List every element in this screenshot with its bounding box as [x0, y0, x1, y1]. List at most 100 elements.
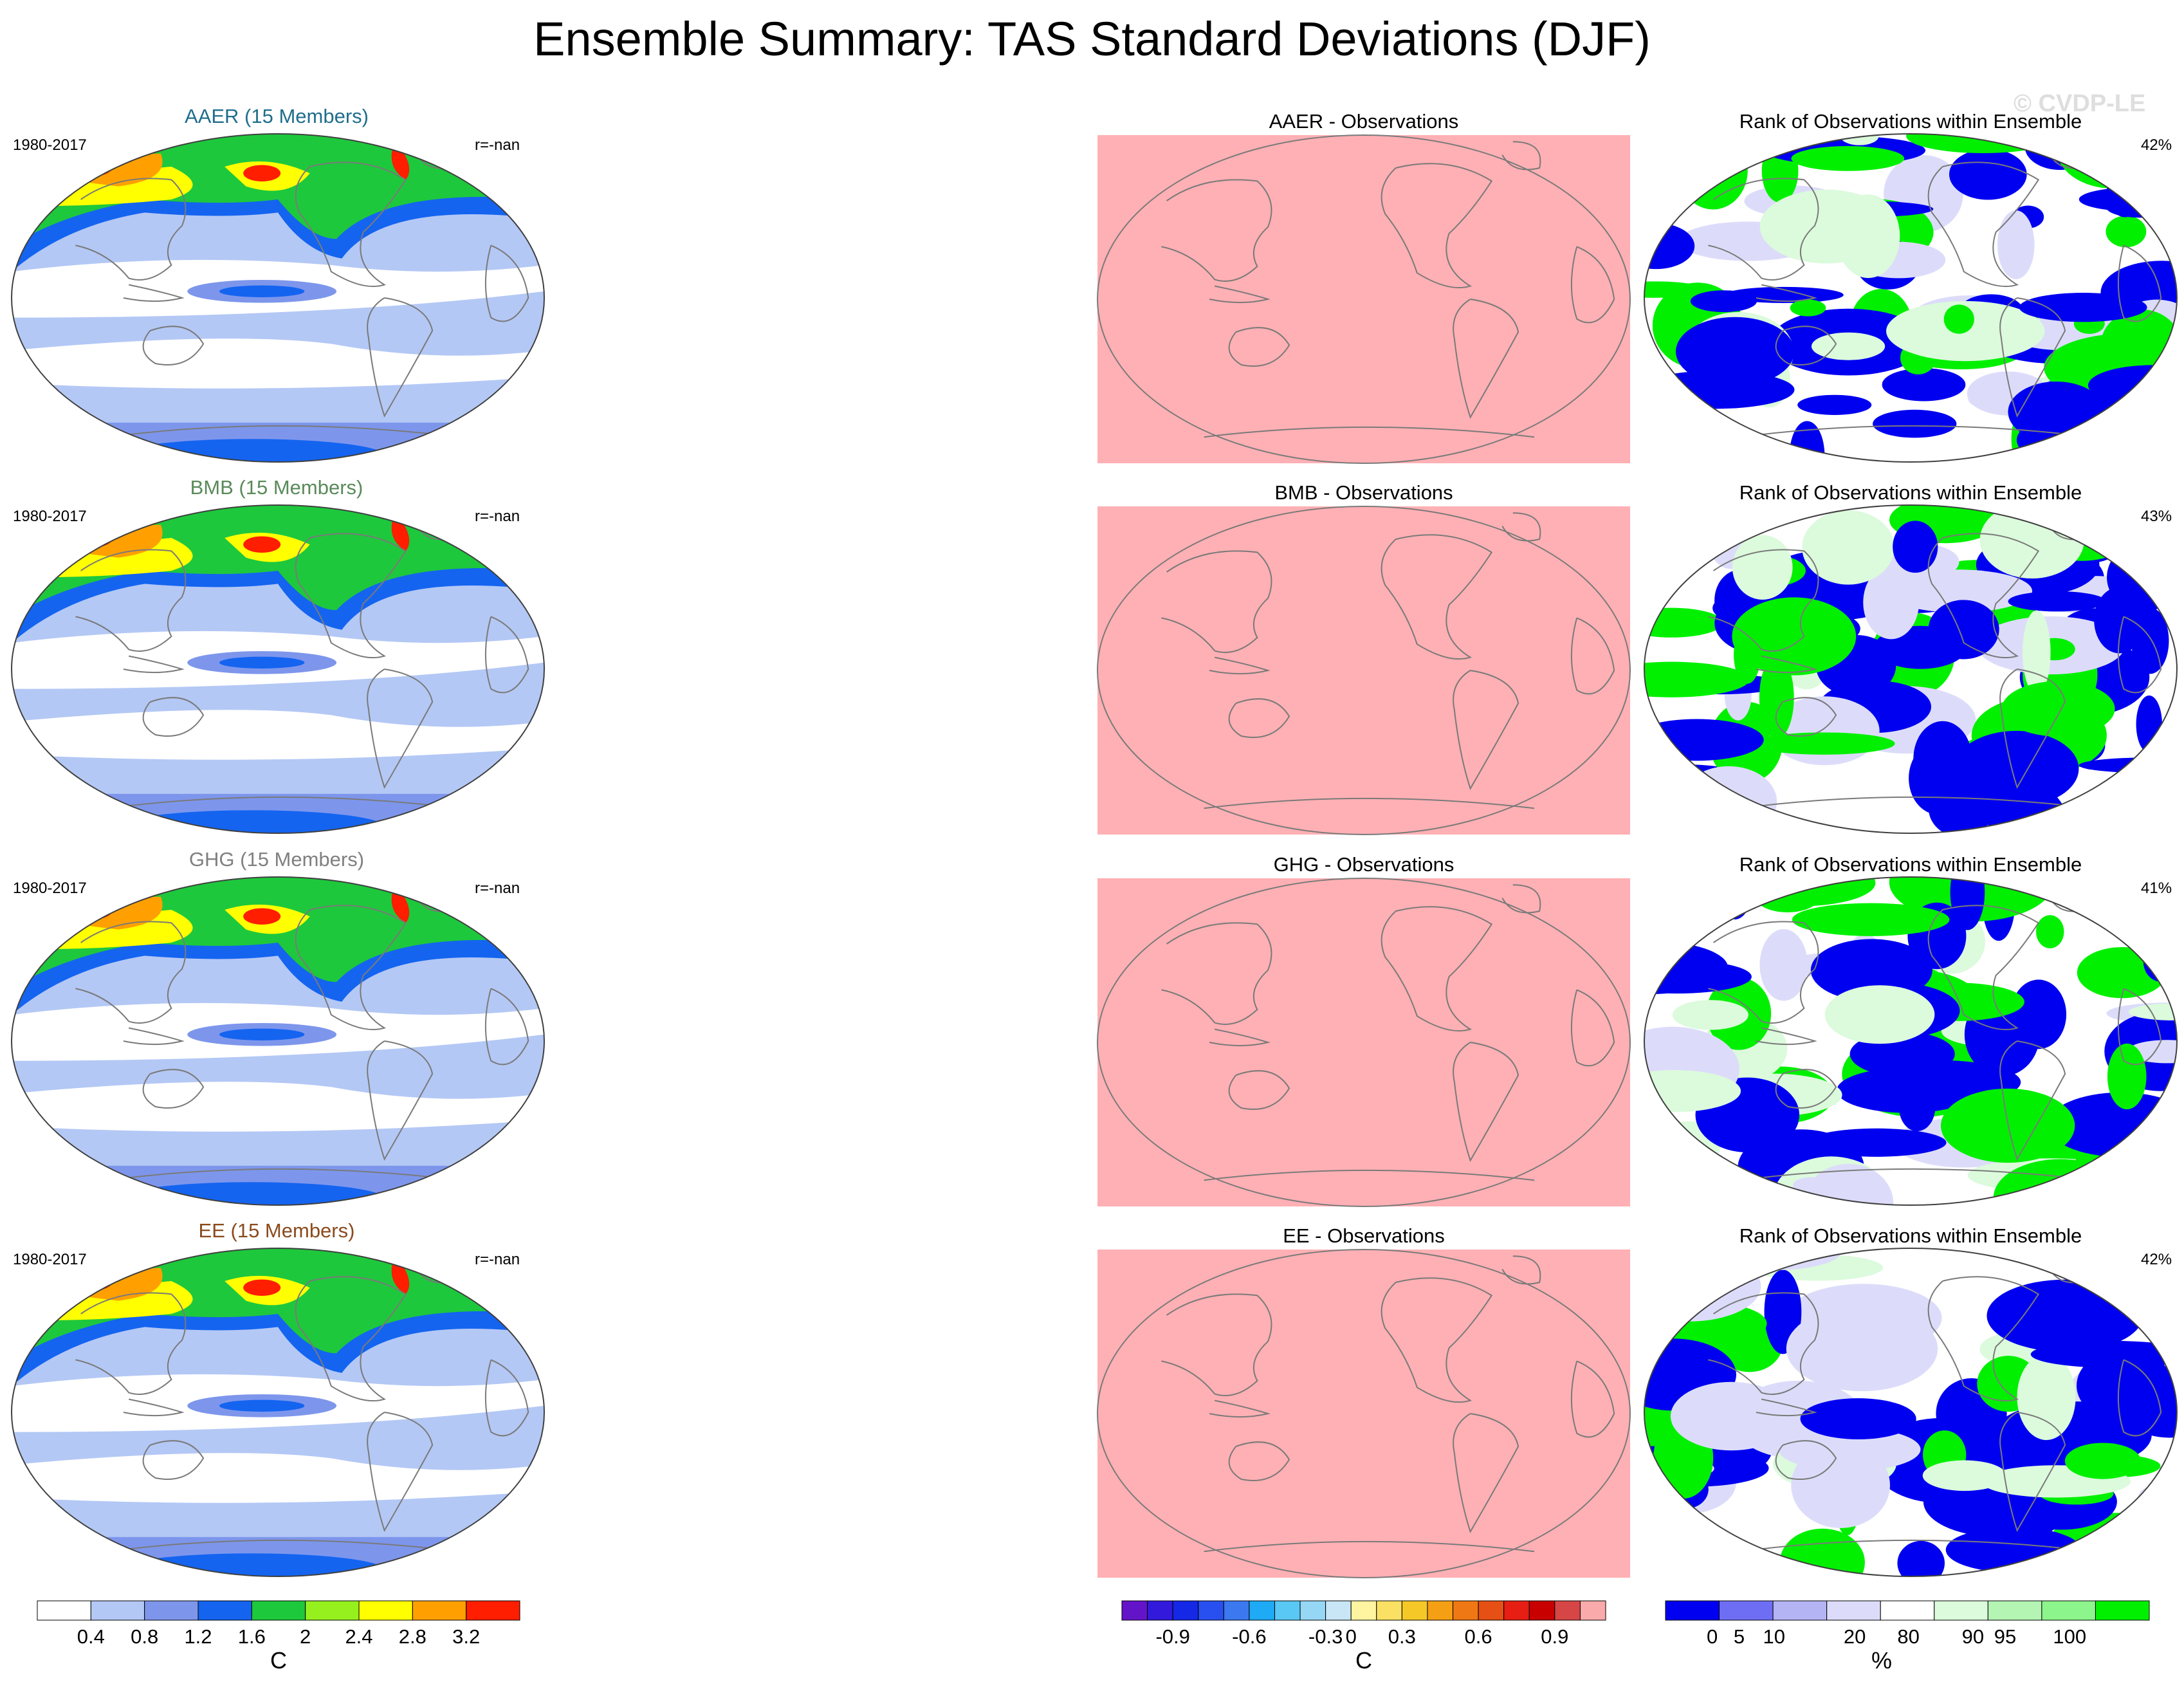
colorbar-swatch	[2095, 1600, 2150, 1621]
map-border	[1644, 504, 2178, 834]
diff-panel-title: AAER - Observations	[1269, 110, 1459, 133]
std-dev-map	[12, 877, 544, 1205]
colorbar-tick-label: 1.2	[184, 1625, 212, 1648]
max-variance-spot	[243, 908, 281, 925]
max-variance-spot	[243, 165, 281, 181]
coastline	[118, 425, 449, 437]
coastline	[1161, 1293, 1272, 1396]
coastline	[295, 162, 407, 288]
rank-patch	[1644, 281, 1706, 298]
rank-patch	[2143, 941, 2177, 982]
correlation-label: r=-nan	[475, 1251, 520, 1268]
max-variance-spot	[243, 1279, 281, 1296]
coastline	[142, 326, 205, 366]
colorbar-swatch	[1880, 1600, 1935, 1621]
rank-patch	[1790, 299, 1826, 317]
colorbar-tick-label: 0	[1707, 1625, 1718, 1648]
rank-patch	[1644, 134, 1707, 193]
enso-core	[219, 656, 305, 669]
coastline	[1927, 533, 2040, 659]
period-label: 1980-2017	[13, 880, 87, 897]
colorbar-tick-label: 2.8	[398, 1625, 427, 1648]
coastline	[1209, 656, 1271, 675]
coastline	[1708, 1292, 1819, 1395]
diff-panel-title: EE - Observations	[1283, 1224, 1445, 1247]
high-variance-zone	[38, 1281, 193, 1321]
colorbar-swatch	[1376, 1600, 1402, 1621]
coastline	[2117, 245, 2162, 322]
coastline	[1708, 178, 1819, 281]
coastline	[1501, 884, 1541, 914]
enso-core	[219, 1028, 305, 1040]
coastline	[1381, 1277, 1493, 1403]
high-variance-zone	[38, 538, 193, 578]
rank-patch	[2106, 216, 2147, 248]
coastline	[118, 1168, 449, 1180]
rank-patch	[2094, 587, 2145, 654]
colorbar-swatch	[466, 1600, 520, 1621]
rank-patch	[1792, 903, 1950, 936]
colorbar-swatch	[412, 1600, 467, 1621]
colorbar-swatch	[1665, 1600, 1720, 1621]
member-panel-title: BMB (15 Members)	[190, 476, 363, 499]
difference-map	[1097, 878, 1631, 1207]
rank-patch	[1824, 985, 1935, 1044]
coastline	[1775, 1069, 1837, 1109]
coastline	[1161, 550, 1272, 653]
low-variance-band	[12, 710, 544, 760]
rank-patch	[1873, 409, 1957, 438]
period-label: 1980-2017	[13, 136, 87, 154]
rank-percent: 42%	[2141, 1251, 2172, 1268]
rank-patch	[1943, 304, 1974, 334]
coastline	[75, 549, 187, 652]
rank-patch	[1703, 1248, 1841, 1271]
coastline	[1209, 1028, 1271, 1047]
rank-patch	[1644, 607, 1723, 638]
coastline	[367, 1412, 434, 1533]
coastline	[1381, 906, 1493, 1032]
coastline	[1570, 989, 1615, 1067]
rank-patch	[1803, 1163, 1894, 1205]
difference-map	[1097, 506, 1631, 835]
rank-patch	[2008, 591, 2106, 612]
coastline	[2117, 616, 2162, 694]
rank-patch	[2125, 898, 2152, 945]
rank-patch	[2055, 134, 2170, 189]
coastline	[1453, 299, 1519, 420]
coastline	[1999, 1040, 2066, 1161]
map-border	[1644, 133, 2178, 463]
rank-patch	[1949, 149, 2027, 200]
coastline	[367, 297, 434, 418]
coastline	[1775, 326, 1837, 366]
rank-patch	[1800, 1398, 1916, 1439]
colorbar-swatch	[144, 1600, 199, 1621]
rank-patch	[2024, 134, 2096, 171]
member-panel-title: AAER (15 Members)	[185, 105, 369, 127]
colorbar-tick-label: 95	[1994, 1625, 2017, 1648]
rank-patch	[2107, 1043, 2147, 1110]
rank-patch	[1779, 1528, 1865, 1576]
rank-patch	[1644, 661, 1750, 697]
rank-patch	[2016, 410, 2171, 462]
colorbar-tick-label: 3.2	[452, 1625, 481, 1648]
colorbar-unit: C	[270, 1647, 287, 1674]
coastline	[75, 921, 187, 1024]
rank-patch	[1792, 1177, 1829, 1194]
rank-patch	[2136, 1486, 2164, 1526]
coastline	[1750, 1539, 2082, 1551]
rank-patch	[2077, 1349, 2173, 1423]
rank-patch	[1885, 569, 2033, 613]
colorbar-tick-label: 0.3	[1388, 1625, 1416, 1648]
colorbar-swatch	[1772, 1600, 1828, 1621]
colorbar-swatch	[251, 1600, 306, 1621]
colorbar-tick-label: 0.9	[1541, 1625, 1569, 1648]
rank-patch	[1950, 877, 1985, 930]
rank-patch	[2028, 1509, 2059, 1533]
colorbar-swatch	[1121, 1600, 1148, 1621]
coastline	[295, 905, 407, 1031]
rank-map	[1644, 134, 2177, 462]
enso-core	[219, 285, 305, 297]
missing-field	[1097, 1250, 1630, 1578]
coastline	[484, 616, 529, 694]
